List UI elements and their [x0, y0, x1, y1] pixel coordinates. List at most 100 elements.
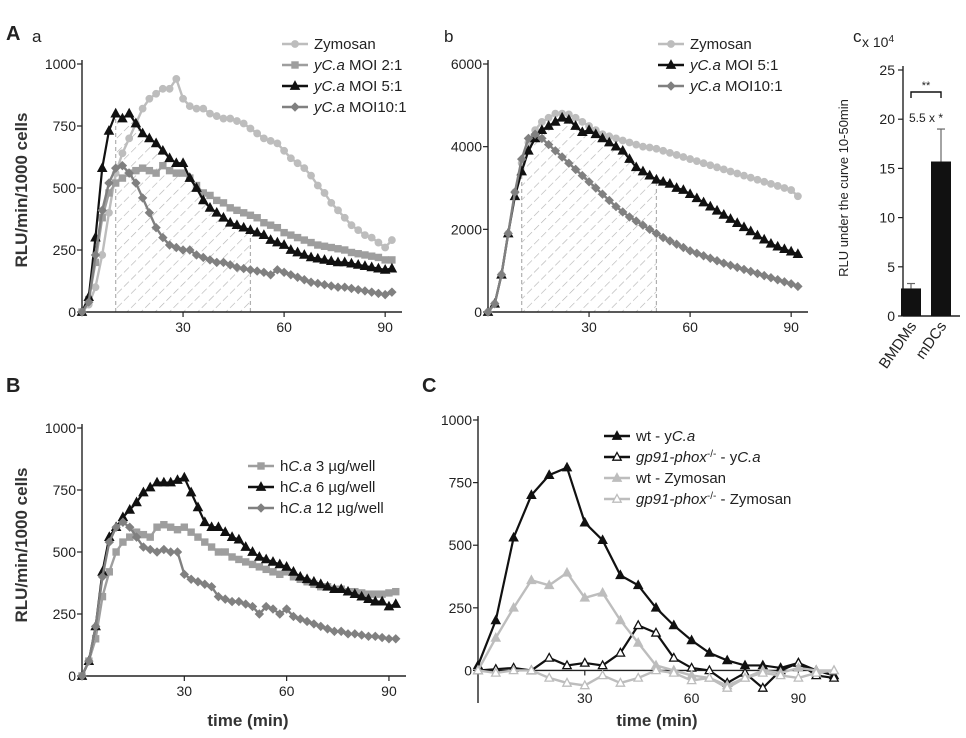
data-point [561, 659, 573, 670]
legend-label: yC.a MOI10:1 [689, 78, 783, 95]
data-point [197, 194, 209, 205]
data-point [578, 117, 587, 126]
data-point [543, 579, 555, 590]
data-point [153, 523, 161, 531]
data-point [370, 595, 381, 606]
data-point [105, 568, 113, 576]
legend-item: yC.a MOI10:1 [282, 99, 407, 116]
data-point [668, 652, 680, 662]
data-point [745, 225, 757, 236]
data-point [238, 221, 249, 232]
data-point [340, 213, 349, 222]
data-point [312, 252, 324, 263]
data-point [356, 590, 367, 601]
data-point [510, 187, 520, 197]
data-point [721, 654, 733, 665]
data-point [705, 253, 716, 263]
data-point [307, 238, 315, 247]
data-point [145, 544, 155, 555]
data-point [632, 672, 644, 682]
data-point [356, 630, 367, 640]
legend-marker [289, 80, 301, 90]
data-point [285, 244, 297, 254]
data-point [255, 563, 264, 571]
data-point [265, 270, 276, 280]
data-point [381, 243, 390, 252]
data-point [376, 595, 388, 606]
xlabel-c: time (min) [616, 711, 697, 730]
data-point [272, 236, 283, 247]
data-point [192, 501, 204, 512]
data-point [672, 151, 681, 159]
x-tick-label: 30 [581, 319, 597, 335]
y-tick-label: 20 [879, 111, 895, 127]
data-point [254, 609, 265, 619]
data-point [227, 596, 237, 607]
data-point [630, 161, 642, 172]
data-point [213, 591, 224, 602]
data-point [786, 279, 796, 289]
data-point [679, 153, 688, 161]
data-point [556, 111, 568, 122]
data-point [185, 245, 195, 255]
data-point [691, 192, 703, 203]
legend-label: gp91-phox-/- - Zymosan [636, 491, 791, 509]
data-point [657, 175, 669, 186]
data-point [240, 599, 251, 609]
data-point [570, 120, 581, 130]
data-point [334, 206, 342, 215]
data-point [172, 169, 181, 177]
data-point [240, 541, 252, 551]
data-point [144, 208, 155, 218]
data-point [579, 657, 591, 667]
data-point [132, 166, 140, 175]
y-tick-label: 0 [68, 668, 76, 684]
data-point [544, 113, 553, 122]
data-point [579, 679, 591, 690]
data-point [117, 112, 128, 123]
data-point [273, 139, 282, 148]
data-point [260, 219, 268, 227]
data-point [329, 626, 340, 637]
data-point [138, 486, 149, 497]
data-point [293, 233, 302, 242]
data-point [543, 652, 555, 662]
data-point [233, 206, 241, 215]
data-point [77, 307, 87, 317]
data-point [200, 579, 210, 589]
data-point [159, 161, 167, 170]
data-point [721, 682, 733, 692]
data-point [583, 124, 595, 134]
data-point [590, 128, 602, 139]
data-point [199, 104, 208, 113]
data-point [603, 136, 615, 147]
data-point [367, 233, 376, 242]
data-point [350, 629, 360, 639]
data-point [508, 664, 519, 675]
data-point [631, 216, 641, 226]
data-point [322, 624, 333, 634]
data-point [123, 107, 135, 118]
legend-label: yC.a MOI 5:1 [689, 57, 778, 74]
data-point [204, 201, 216, 212]
data-point [753, 175, 762, 184]
data-point [516, 154, 527, 164]
data-point [615, 569, 626, 580]
data-point [526, 664, 537, 675]
legend-marker [256, 503, 266, 513]
data-point [828, 664, 840, 675]
data-point [111, 522, 121, 532]
data-point [386, 262, 398, 273]
data-point [316, 621, 326, 632]
data-point [125, 134, 134, 143]
data-point [185, 102, 194, 111]
data-point [731, 217, 743, 227]
data-point [739, 264, 749, 275]
data-point [226, 531, 238, 541]
data-point [325, 255, 337, 266]
data-point [733, 169, 742, 178]
data-point [295, 614, 305, 624]
data-point [193, 577, 203, 587]
data-point [245, 265, 256, 275]
data-point [77, 671, 87, 681]
